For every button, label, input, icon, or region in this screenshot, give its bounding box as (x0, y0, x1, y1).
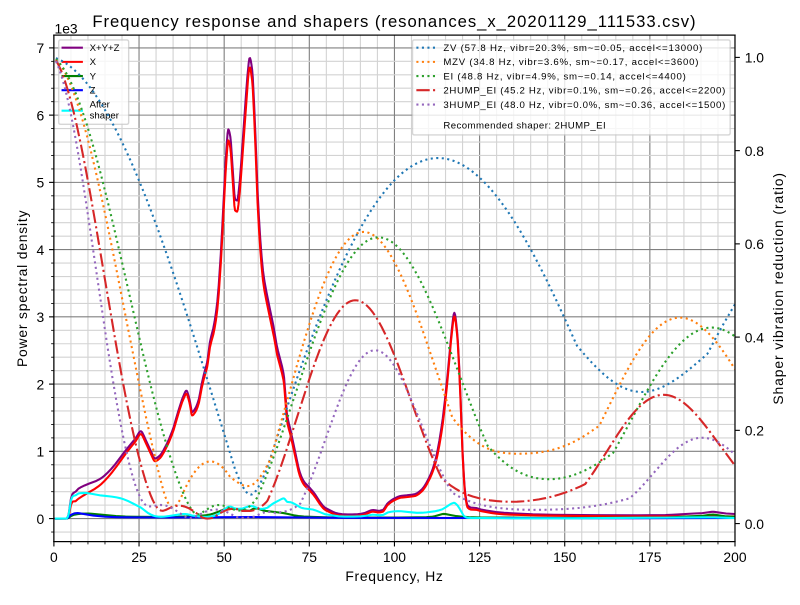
svg-text:25: 25 (131, 549, 147, 565)
svg-text:3HUMP_EI (48.0 Hz, vibr=0.0%,: 3HUMP_EI (48.0 Hz, vibr=0.0%, sm~=0.36, … (443, 100, 726, 111)
svg-text:175: 175 (638, 549, 661, 565)
svg-text:Shaper vibration reduction (ra: Shaper vibration reduction (ratio) (770, 172, 786, 405)
svg-text:0.4: 0.4 (745, 329, 765, 345)
svg-text:5: 5 (36, 175, 44, 191)
svg-text:2HUMP_EI (45.2 Hz, vibr=0.1%,: 2HUMP_EI (45.2 Hz, vibr=0.1%, sm~=0.26, … (443, 86, 726, 97)
svg-text:Frequency, Hz: Frequency, Hz (345, 568, 443, 584)
svg-text:200: 200 (723, 549, 746, 565)
svg-text:0: 0 (36, 511, 44, 527)
svg-text:0.2: 0.2 (745, 423, 765, 439)
svg-text:125: 125 (468, 549, 491, 565)
svg-text:4: 4 (36, 242, 44, 258)
svg-text:Power spectral density: Power spectral density (14, 210, 30, 367)
svg-text:After: After (90, 100, 111, 111)
svg-text:3: 3 (36, 309, 44, 325)
svg-text:ZV (57.8 Hz, vibr=20.3%, sm~=0: ZV (57.8 Hz, vibr=20.3%, sm~=0.05, accel… (443, 43, 703, 54)
svg-text:MZV (34.8 Hz, vibr=3.6%, sm~=0: MZV (34.8 Hz, vibr=3.6%, sm~=0.17, accel… (443, 57, 699, 68)
svg-text:0.6: 0.6 (745, 236, 765, 252)
svg-text:EI (48.8 Hz, vibr=4.9%, sm~=0.: EI (48.8 Hz, vibr=4.9%, sm~=0.14, accel<… (443, 71, 686, 82)
svg-text:2: 2 (36, 376, 44, 392)
svg-text:1.0: 1.0 (745, 50, 765, 66)
svg-text:0: 0 (50, 549, 58, 565)
svg-text:X+Y+Z: X+Y+Z (90, 43, 120, 54)
svg-text:1e3: 1e3 (55, 21, 78, 37)
svg-text:0.0: 0.0 (745, 516, 765, 532)
svg-text:Recommended shaper: 2HUMP_EI: Recommended shaper: 2HUMP_EI (443, 120, 606, 131)
svg-text:shaper: shaper (90, 110, 120, 121)
svg-text:6: 6 (36, 107, 44, 123)
svg-text:Y: Y (90, 71, 97, 82)
svg-text:Frequency response and shapers: Frequency response and shapers (resonanc… (92, 12, 696, 31)
svg-text:50: 50 (216, 549, 232, 565)
svg-text:75: 75 (302, 549, 318, 565)
svg-text:X: X (90, 57, 97, 68)
svg-text:150: 150 (553, 549, 576, 565)
svg-text:1: 1 (36, 444, 44, 460)
svg-text:7: 7 (36, 40, 44, 56)
svg-text:100: 100 (383, 549, 406, 565)
svg-text:0.8: 0.8 (745, 143, 765, 159)
